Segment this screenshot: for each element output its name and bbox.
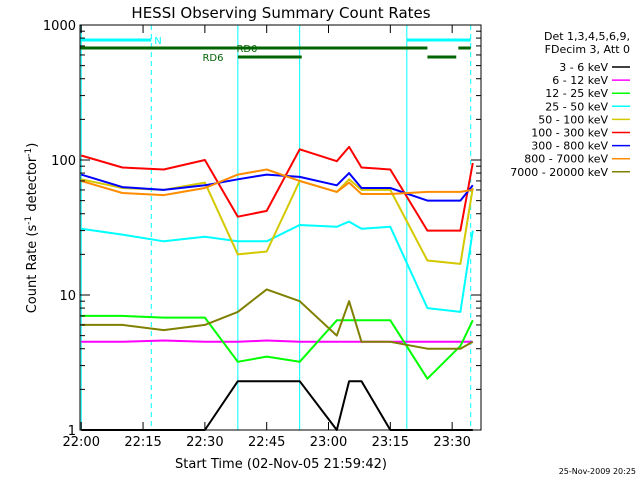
x-tick-label-6: 23:30 xyxy=(433,435,470,450)
series-line-2 xyxy=(81,314,474,380)
y-axis-label: Count Rate (s-1 detector-1) xyxy=(24,143,40,314)
legend-label-1: 6 - 12 keV xyxy=(552,74,608,87)
footer-date: 25-Nov-2009 20:25 xyxy=(559,467,636,476)
detector-info-line-2: FDecim 3, Att 0 xyxy=(545,43,630,56)
detector-info-line-1: Det 1,3,4,5,6,9, xyxy=(544,30,630,43)
y-tick-label-3: 1000 xyxy=(43,19,76,34)
legend-label-3: 25 - 50 keV xyxy=(545,100,608,113)
x-tick-label-4: 23:00 xyxy=(310,435,347,450)
series-line-6 xyxy=(80,172,474,202)
legend-label-0: 3 - 6 keV xyxy=(559,61,608,74)
legend-label-7: 800 - 7000 keV xyxy=(524,153,608,166)
x-tick-label-0: 22:00 xyxy=(63,435,100,450)
legend: Det 1,3,4,5,6,9, FDecim 3, Att 0 3 - 6 k… xyxy=(510,30,630,179)
legend-label-5: 100 - 300 keV xyxy=(531,127,608,140)
x-tick-label-1: 22:15 xyxy=(124,435,161,450)
series-line-7 xyxy=(80,168,473,197)
flag-rd0-label: RD0 xyxy=(236,44,257,55)
x-tick-label-3: 22:45 xyxy=(248,435,285,450)
series-line-1 xyxy=(81,339,473,343)
plot-area: N RD0 RD6 xyxy=(80,25,474,431)
series-line-3 xyxy=(81,220,474,313)
legend-label-4: 50 - 100 keV xyxy=(538,113,608,126)
x-tick-label-5: 23:15 xyxy=(372,435,409,450)
series-line-8 xyxy=(81,288,474,350)
series-line-5 xyxy=(80,145,474,232)
y-tick-label-1: 10 xyxy=(59,289,76,304)
legend-label-2: 12 - 25 keV xyxy=(545,87,608,100)
plot-frame xyxy=(79,24,482,431)
x-tick-label-2: 22:30 xyxy=(186,435,223,450)
chart-title: HESSI Observing Summary Count Rates xyxy=(131,4,430,22)
legend-label-6: 300 - 800 keV xyxy=(531,140,608,153)
flag-rd6-label: RD6 xyxy=(202,53,223,64)
y-axis: 1 10 100 1000 xyxy=(43,19,481,439)
x-axis: 22:00 22:15 22:30 22:45 23:00 23:15 23:30 xyxy=(63,25,471,450)
series-line-0 xyxy=(81,380,473,431)
y-tick-label-0: 1 xyxy=(68,424,76,439)
flag-n-label: N xyxy=(154,36,161,47)
y-tick-label-2: 100 xyxy=(51,154,76,169)
x-axis-label: Start Time (02-Nov-05 21:59:42) xyxy=(175,457,387,472)
legend-label-8: 7000 - 20000 keV xyxy=(510,166,608,179)
